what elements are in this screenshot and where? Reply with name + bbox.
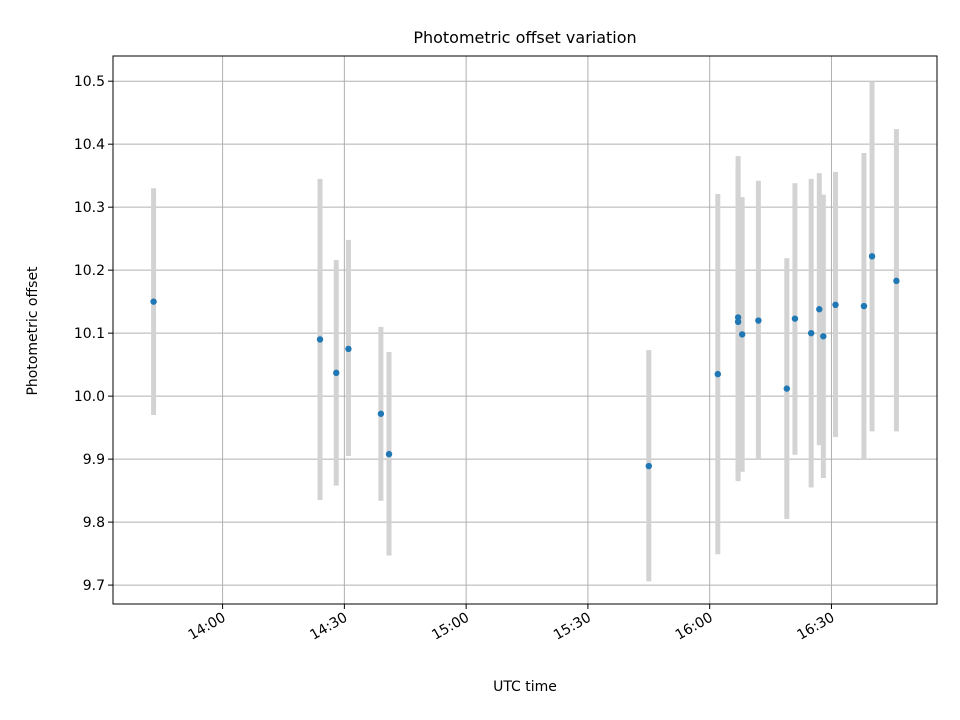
plot-frame	[112, 55, 938, 605]
data-point	[807, 329, 815, 337]
data-point	[345, 345, 352, 353]
data-point	[714, 370, 722, 378]
data-point	[734, 318, 742, 326]
data-point	[783, 385, 791, 392]
data-point	[755, 317, 762, 324]
data-point	[738, 331, 746, 338]
y-tick-label: 9.8	[83, 515, 105, 531]
data-point	[816, 306, 823, 313]
data-point	[893, 277, 900, 285]
data-point	[791, 315, 799, 322]
data-point	[832, 301, 839, 309]
y-tick-label: 9.7	[83, 578, 105, 594]
data-point	[385, 450, 393, 458]
data-point	[150, 298, 157, 305]
data-point	[734, 314, 742, 321]
y-tick-label: 10.1	[74, 326, 105, 342]
y-tick-label: 10.2	[74, 263, 105, 279]
y-tick-label: 9.9	[83, 452, 105, 468]
data-point	[820, 333, 827, 340]
data-point	[868, 253, 876, 260]
data-point	[377, 410, 385, 417]
y-tick-label: 10.5	[74, 74, 105, 90]
y-tick-label: 10.0	[74, 389, 105, 405]
data-point	[316, 336, 324, 343]
grid	[113, 56, 937, 604]
data-point	[333, 369, 340, 377]
y-axis-label: Photometric offset	[25, 266, 41, 396]
x-axis-label: UTC time	[493, 679, 557, 695]
y-tick-label: 10.4	[74, 137, 105, 153]
data-point	[645, 462, 653, 470]
data-point	[860, 302, 868, 310]
chart-title: Photometric offset variation	[413, 28, 636, 47]
y-tick-label: 10.3	[74, 200, 105, 216]
y-axis-ticks: 9.7 9.8 9.9 10.0 10.1 10.2 10.3 10.4 10.5	[74, 74, 113, 594]
data-points	[150, 253, 900, 470]
